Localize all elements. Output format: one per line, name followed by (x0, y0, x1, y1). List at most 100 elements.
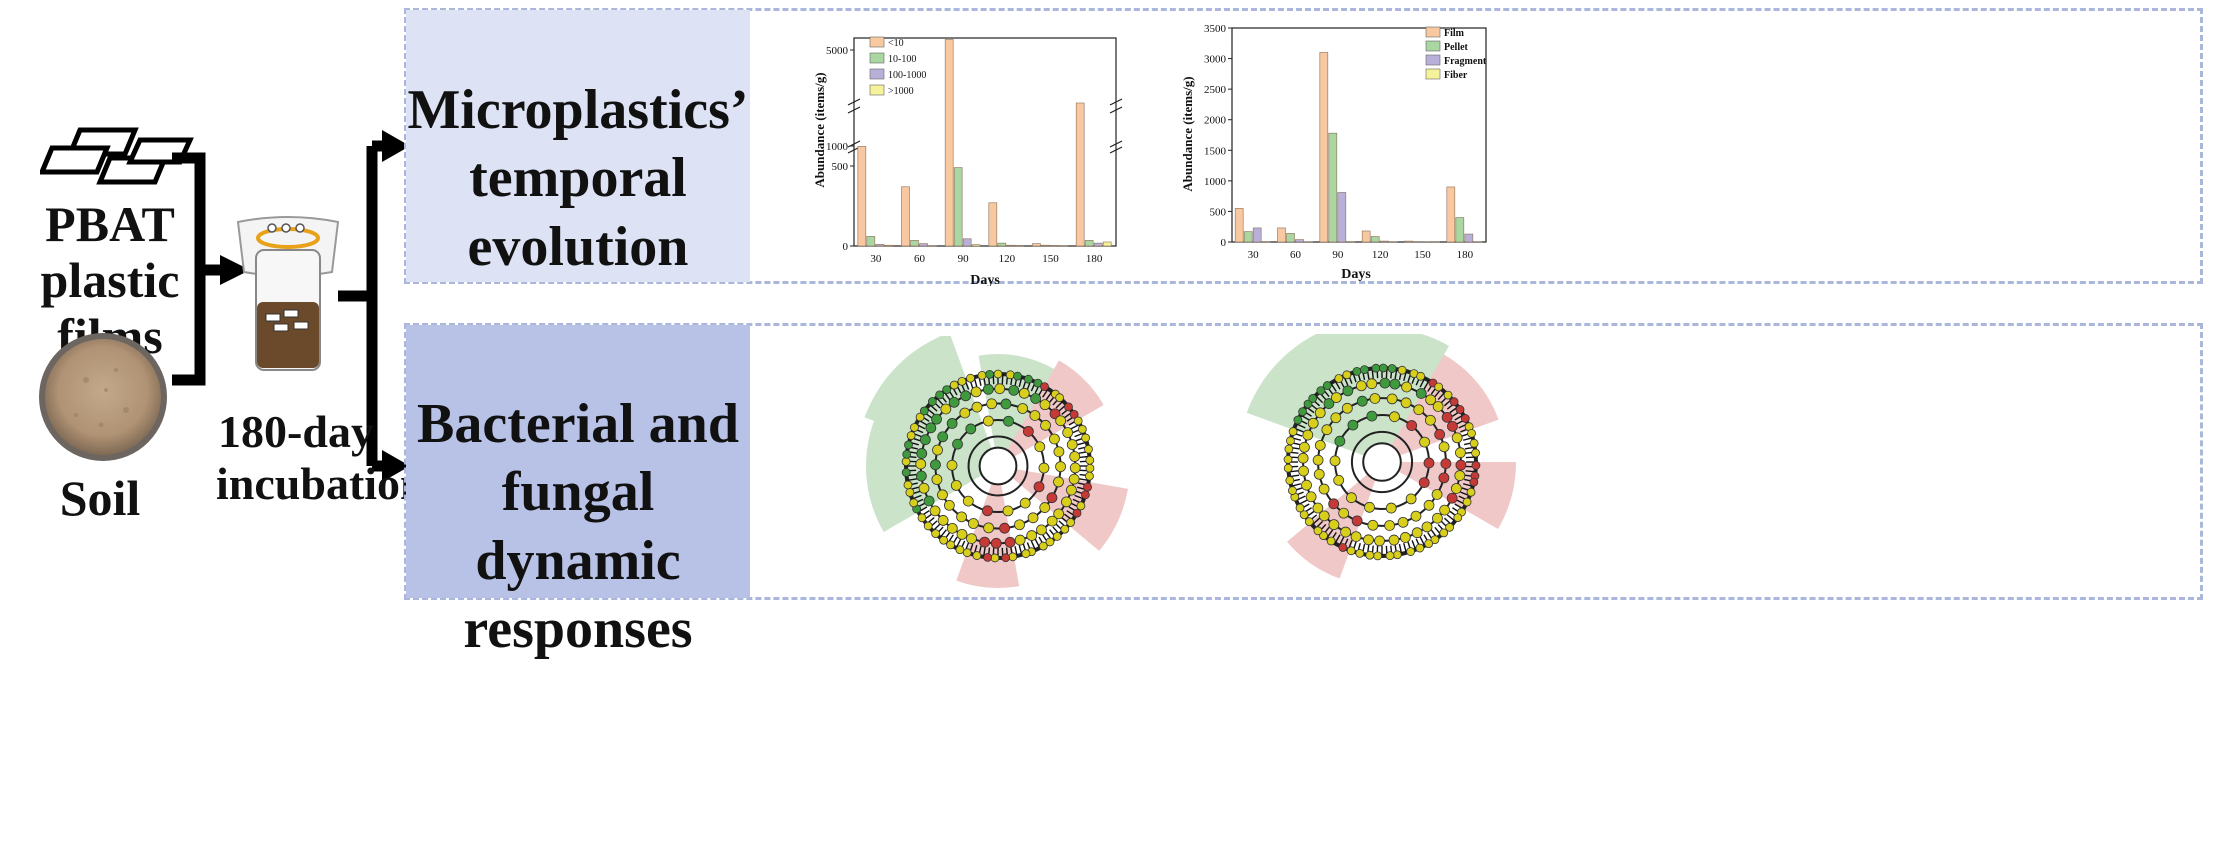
cladogram-node (1299, 441, 1310, 453)
cladogram-node (1053, 446, 1065, 458)
chart1-bar (1075, 102, 1085, 247)
cladogram-node (1333, 474, 1345, 486)
cladogram-node (956, 528, 968, 540)
cladogram-node (966, 533, 977, 544)
cladogram-node (1445, 522, 1455, 532)
cladogram-node (1389, 378, 1401, 390)
chart2-xtick-label: 150 (1414, 249, 1431, 261)
cladogram-node (990, 553, 1000, 563)
cladogram-node (1451, 432, 1463, 444)
cladogram-node (1471, 448, 1480, 458)
cladogram-branch (1419, 536, 1426, 547)
chart1-xtick-label: 60 (914, 253, 926, 265)
chart1-legend-label: 100-1000 (888, 70, 926, 81)
cladogram-branch (1462, 436, 1473, 441)
chart1-bar (910, 240, 919, 247)
chart1-bar (866, 236, 876, 247)
cladogram-branch (1055, 400, 1064, 409)
chart2-xtick-label: 30 (1248, 249, 1260, 261)
cladogram-node (1298, 465, 1309, 477)
cladogram-node (1466, 487, 1476, 497)
cladogram-node (1068, 473, 1080, 485)
cladogram-branch (1077, 441, 1088, 446)
cladogram-branch (1403, 542, 1408, 553)
cladogram-node (915, 412, 925, 422)
arrow-to-top-panel (382, 130, 410, 162)
chart2-bar (1319, 52, 1329, 243)
cladogram-node (1385, 502, 1397, 514)
chart2-xlabel: Days (1341, 267, 1371, 282)
cladogram-node (901, 457, 911, 467)
cladogram-node (1039, 502, 1051, 513)
cladogram-node (940, 403, 952, 415)
cladogram-branch (1330, 382, 1337, 392)
cladogram-node (1000, 398, 1012, 410)
cladogram-branch (1334, 534, 1341, 544)
cladogram-node (1346, 492, 1357, 504)
cladogram-branch (1419, 377, 1426, 388)
chart1-legend-swatch (869, 52, 885, 64)
chart2-xtick-label: 90 (1332, 249, 1344, 261)
cladogram-node (1001, 553, 1011, 563)
cladogram-node (1441, 411, 1453, 423)
cladogram-node (1046, 515, 1058, 527)
chart2-bar (1464, 233, 1474, 243)
cladogram-node (1460, 414, 1470, 423)
cladogram-node (915, 458, 927, 470)
cladogram-node (1014, 519, 1025, 531)
cladogram-branch (1045, 391, 1053, 401)
cladogram-node (993, 369, 1003, 379)
chart2-ytick-label: 1000 (1204, 176, 1227, 188)
cladogram-node (1369, 393, 1381, 404)
cladogram-node (1069, 462, 1081, 474)
cladogram-node (925, 422, 937, 434)
cladogram-node (1424, 414, 1436, 426)
chart1-axis-break (1109, 146, 1123, 154)
cladogram-node (962, 495, 974, 507)
cladogram-node (1283, 455, 1293, 464)
cladogram-node (930, 459, 941, 471)
cladogram-node (1328, 498, 1340, 510)
cladogram-branch (1001, 374, 1004, 385)
cladogram-node (1288, 427, 1298, 436)
chart2-bar (1446, 186, 1456, 243)
chart2-legend-label: Pellet (1444, 42, 1469, 53)
cladogram-node (905, 488, 915, 497)
cladogram-node (1066, 439, 1078, 450)
cladogram-node (1318, 510, 1330, 522)
chart2-xtick-label: 120 (1372, 249, 1389, 261)
chart2-ytick-label: 1500 (1204, 145, 1227, 157)
cladogram-node (1293, 415, 1303, 425)
cladogram-node (1284, 444, 1294, 454)
cladogram-node (1304, 517, 1314, 527)
cladogram-node (1462, 497, 1472, 507)
cladogram-node (1022, 426, 1034, 437)
chart2-bar (1370, 236, 1380, 243)
cladogram-node (1418, 477, 1430, 489)
cladogram-node (1066, 484, 1077, 496)
cladogram-node (1285, 476, 1295, 485)
cladogram-node (968, 518, 979, 529)
cladogram-node (1432, 512, 1443, 524)
cladogram-node (1308, 394, 1318, 403)
chart2-legend-label: Fragment (1444, 56, 1487, 67)
soil-dish-image (39, 333, 167, 461)
cladogram-node (1419, 436, 1430, 448)
chart1-xlabel: Days (970, 273, 1000, 286)
cladogram-node (1013, 371, 1022, 381)
cladogram-node (1316, 386, 1326, 396)
cladogram-node (1085, 463, 1095, 473)
cladogram-node (909, 498, 919, 508)
cladogram-node (1318, 483, 1330, 495)
cladogram-node (1415, 388, 1427, 399)
cladogram-node (917, 513, 927, 523)
chart1-bar (1006, 244, 1016, 247)
cladogram-node (1055, 415, 1067, 427)
cladogram-node (1366, 378, 1378, 390)
cladogram-node (1326, 536, 1336, 546)
cladogram-node (965, 423, 977, 435)
soil-label: Soil (59, 470, 141, 526)
chart1-xtick-label: 150 (1042, 253, 1059, 265)
cladogram-node (1449, 397, 1459, 407)
cladogram-node (1283, 463, 1293, 473)
